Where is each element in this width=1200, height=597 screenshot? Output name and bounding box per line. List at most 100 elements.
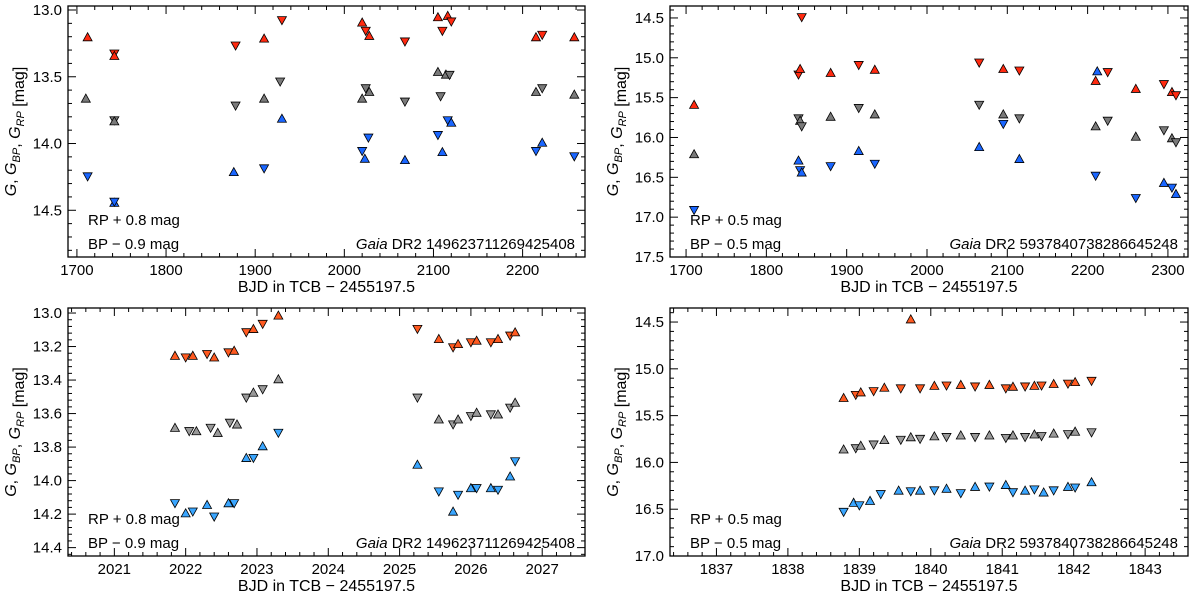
x-tick-label: 2022: [169, 561, 202, 578]
point-g: [905, 431, 916, 442]
point-bp: [1038, 487, 1049, 497]
y-axis-label-part: G: [605, 162, 622, 174]
point-bp: [1019, 485, 1031, 495]
x-tick-label: 1838: [771, 561, 804, 578]
point-bp: [1069, 483, 1081, 493]
gaia-word: Gaia: [356, 236, 388, 253]
point-bp: [929, 486, 940, 496]
x-axis-label: BJD in TCB − 2455197.5: [840, 578, 1017, 595]
point-rp: [825, 67, 836, 77]
point-rp: [688, 99, 700, 109]
panel-p4: 1837 1838 1839 1840 1841 1842 1843 14.5 15.0 15.5…: [605, 307, 1189, 595]
point-rp: [853, 61, 864, 71]
y-tick-label: 14.5: [635, 314, 664, 331]
point-rp: [257, 319, 268, 330]
x-tick-label: 2300: [1151, 262, 1184, 279]
point-bp: [1000, 479, 1011, 489]
y-tick-label: 13.2: [33, 339, 62, 356]
x-tick-label: 2000: [910, 262, 943, 279]
series-bp: [169, 428, 521, 522]
point-bp: [869, 159, 880, 170]
point-rp: [1158, 80, 1170, 90]
point-bp: [1158, 177, 1170, 187]
point-g: [1048, 428, 1059, 438]
plot-frame: [669, 5, 1189, 258]
point-bp: [109, 197, 120, 208]
panel-p1: 1700 1800 1900 2000 2100 2200 13.0 13.5 14.0 14.5…: [3, 2, 586, 296]
point-bp: [998, 119, 1009, 130]
y-tick-label: 15.5: [635, 90, 664, 107]
y-axis-label-part: [mag]: [11, 367, 28, 411]
y-axis-label-part: ,: [605, 175, 622, 184]
point-g: [205, 423, 216, 434]
point-g: [444, 70, 455, 81]
point-bp: [209, 512, 220, 522]
point-g: [433, 414, 444, 424]
y-tick-label: 14.2: [33, 506, 62, 523]
point-rp: [412, 324, 423, 335]
point-rp: [1048, 378, 1059, 388]
x-tick-label: 1840: [914, 561, 947, 578]
point-bp: [793, 155, 804, 165]
point-bp: [201, 499, 213, 509]
gaia-word: Gaia: [949, 535, 981, 552]
point-bp: [437, 146, 448, 157]
x-tick-label: 1842: [1057, 561, 1090, 578]
point-bp: [228, 166, 239, 177]
note-rp-offset: RP + 0.5 mag: [690, 212, 782, 229]
gaia-dr2-id: DR2 149623711269425408: [388, 535, 575, 552]
point-bp: [452, 490, 464, 501]
point-rp: [955, 379, 966, 389]
point-rp: [794, 63, 806, 73]
point-rp: [1036, 381, 1047, 391]
point-bp: [180, 507, 191, 518]
point-bp: [446, 117, 457, 127]
point-rp: [1086, 376, 1097, 387]
point-g: [1019, 433, 1031, 443]
point-rp: [1029, 380, 1040, 390]
plot-frame: [67, 307, 586, 557]
y-tick-label: 14.0: [33, 136, 62, 153]
point-bp: [432, 131, 444, 141]
point-g: [974, 100, 985, 111]
point-bp: [412, 459, 423, 469]
gaia-word: Gaia: [949, 236, 981, 253]
y-tick-label: 16.0: [635, 454, 664, 471]
y-tick-label: 17.0: [635, 548, 664, 565]
x-tick-label: 1700: [60, 262, 93, 279]
point-rp: [914, 384, 926, 394]
note-rp-offset: RP + 0.5 mag: [690, 511, 782, 528]
y-axis-label-part: RP: [617, 111, 629, 127]
x-tick-label: 1800: [750, 262, 783, 279]
point-rp: [1062, 379, 1074, 390]
point-bp: [1029, 485, 1040, 495]
point-g: [1170, 138, 1182, 148]
point-g: [1007, 430, 1019, 440]
point-g: [796, 122, 807, 132]
point-g: [855, 440, 866, 450]
y-tick-label: 14.5: [635, 10, 664, 27]
point-rp: [364, 30, 375, 40]
gaia-dr2-id: DR2 5937840738286645248: [981, 535, 1178, 552]
point-rp: [998, 63, 1009, 73]
point-bp: [1062, 481, 1074, 491]
point-rp: [432, 11, 444, 22]
point-bp: [248, 453, 259, 464]
data-points: [169, 310, 521, 522]
point-bp: [465, 482, 477, 493]
y-axis-label-part: [mag]: [613, 367, 630, 411]
point-rp: [399, 37, 411, 47]
panels: 1700 1800 1900 2000 2100 2200 13.0 13.5 14.0 14.5…: [3, 2, 1189, 595]
y-tick-label: 17.0: [635, 209, 664, 226]
point-g: [231, 419, 243, 429]
point-g: [838, 444, 849, 454]
point-rp: [1102, 68, 1113, 78]
point-g: [273, 373, 284, 384]
point-g: [169, 422, 181, 432]
y-axis-label-part: RP: [15, 411, 27, 427]
point-g: [452, 414, 464, 424]
point-bp: [228, 499, 240, 509]
point-rp: [187, 350, 198, 360]
point-rp: [446, 17, 457, 27]
